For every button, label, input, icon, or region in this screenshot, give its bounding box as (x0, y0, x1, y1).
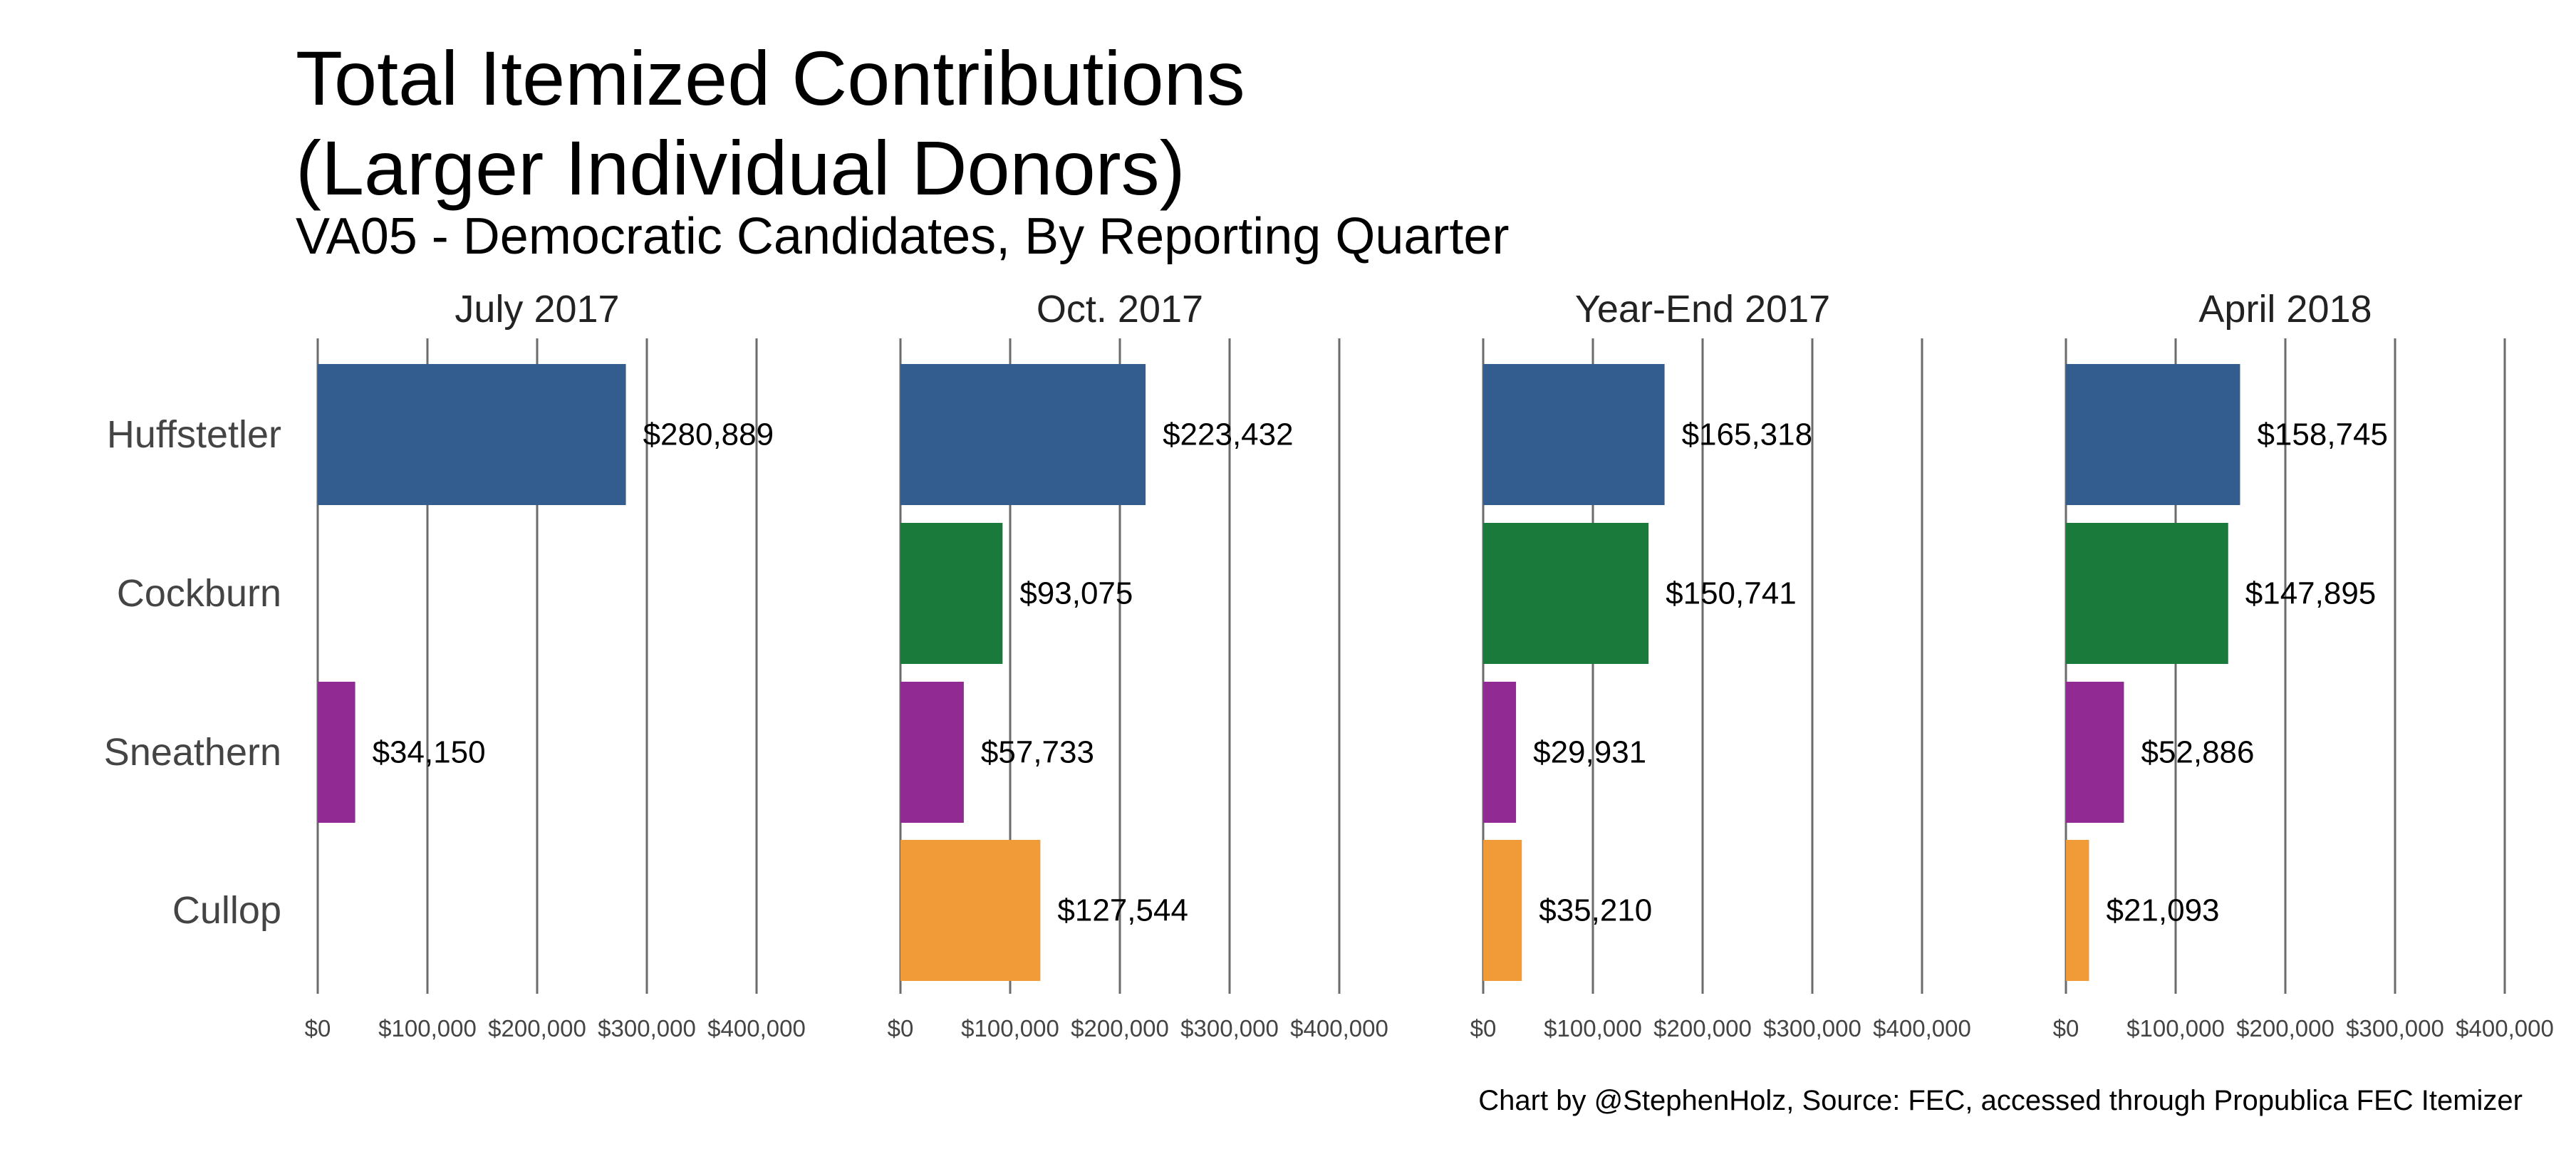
bar-oct-2017-huffstetler (900, 364, 1146, 505)
bar-april-2018-sneathern (2066, 682, 2124, 823)
x-tick-label-year-end-2017-1: $100,000 (1544, 1015, 1642, 1041)
x-tick-label-april-2018-0: $0 (2053, 1015, 2079, 1041)
bar-year-end-2017-cullop (1483, 840, 1522, 981)
x-tick-label-april-2018-4: $400,000 (2456, 1015, 2554, 1041)
bar-oct-2017-sneathern (900, 682, 964, 823)
x-tick-label-oct-2017-3: $300,000 (1180, 1015, 1279, 1041)
x-tick-label-april-2018-2: $200,000 (2236, 1015, 2334, 1041)
bar-april-2018-cullop (2066, 840, 2089, 981)
data-label-year-end-2017-cockburn: $150,741 (1666, 576, 1797, 611)
x-tick-label-july-2017-0: $0 (305, 1015, 331, 1041)
x-tick-label-year-end-2017-4: $400,000 (1873, 1015, 1971, 1041)
x-tick-label-year-end-2017-2: $200,000 (1653, 1015, 1752, 1041)
x-tick-label-july-2017-1: $100,000 (378, 1015, 477, 1041)
chart-caption: Chart by @StephenHolz, Source: FEC, acce… (1478, 1085, 2523, 1116)
facet-title-year-end-2017: Year-End 2017 (1575, 288, 1830, 331)
data-label-oct-2017-cockburn: $93,075 (1019, 576, 1133, 611)
data-label-year-end-2017-huffstetler: $165,318 (1682, 417, 1813, 452)
bar-year-end-2017-huffstetler (1483, 364, 1665, 505)
bar-oct-2017-cockburn (900, 523, 1003, 664)
chart-subtitle: VA05 - Democratic Candidates, By Reporti… (296, 208, 1510, 265)
bar-year-end-2017-cockburn (1483, 523, 1649, 664)
x-tick-label-july-2017-3: $300,000 (598, 1015, 696, 1041)
data-label-year-end-2017-cullop: $35,210 (1539, 893, 1652, 928)
facet-title-april-2018: April 2018 (2198, 288, 2372, 331)
bar-year-end-2017-sneathern (1483, 682, 1517, 823)
chart-title-line-1: Total Itemized Contributions (296, 35, 1245, 121)
data-label-oct-2017-huffstetler: $223,432 (1163, 417, 1294, 452)
x-tick-label-april-2018-1: $100,000 (2126, 1015, 2225, 1041)
chart-title-line-2: (Larger Individual Donors) (296, 125, 1185, 211)
category-label-cullop: Cullop (172, 889, 281, 932)
facet-title-oct-2017: Oct. 2017 (1037, 288, 1203, 331)
x-tick-label-year-end-2017-3: $300,000 (1763, 1015, 1861, 1041)
facet-title-july-2017: July 2017 (455, 288, 619, 331)
x-tick-label-oct-2017-2: $200,000 (1071, 1015, 1169, 1041)
category-label-huffstetler: Huffstetler (107, 413, 281, 456)
x-tick-label-oct-2017-4: $400,000 (1290, 1015, 1388, 1041)
data-label-oct-2017-sneathern: $57,733 (981, 735, 1094, 770)
data-label-july-2017-sneathern: $34,150 (373, 735, 486, 770)
x-tick-label-oct-2017-1: $100,000 (961, 1015, 1059, 1041)
data-label-april-2018-cullop: $21,093 (2106, 893, 2219, 928)
data-label-april-2018-sneathern: $52,886 (2141, 735, 2254, 770)
bar-july-2017-huffstetler (318, 364, 626, 505)
data-label-april-2018-huffstetler: $158,745 (2257, 417, 2388, 452)
data-label-oct-2017-cullop: $127,544 (1057, 893, 1188, 928)
x-tick-label-april-2018-3: $300,000 (2346, 1015, 2444, 1041)
bar-april-2018-huffstetler (2066, 364, 2240, 505)
x-tick-label-year-end-2017-0: $0 (1470, 1015, 1497, 1041)
data-label-year-end-2017-sneathern: $29,931 (1533, 735, 1646, 770)
data-label-july-2017-huffstetler: $280,889 (643, 417, 774, 452)
x-tick-label-july-2017-2: $200,000 (488, 1015, 586, 1041)
data-label-april-2018-cockburn: $147,895 (2245, 576, 2377, 611)
category-label-sneathern: Sneathern (104, 731, 281, 774)
category-label-cockburn: Cockburn (117, 572, 281, 615)
x-tick-label-july-2017-4: $400,000 (707, 1015, 806, 1041)
bar-oct-2017-cullop (900, 840, 1041, 981)
bar-april-2018-cockburn (2066, 523, 2228, 664)
bar-july-2017-sneathern (318, 682, 355, 823)
x-tick-label-oct-2017-0: $0 (888, 1015, 914, 1041)
